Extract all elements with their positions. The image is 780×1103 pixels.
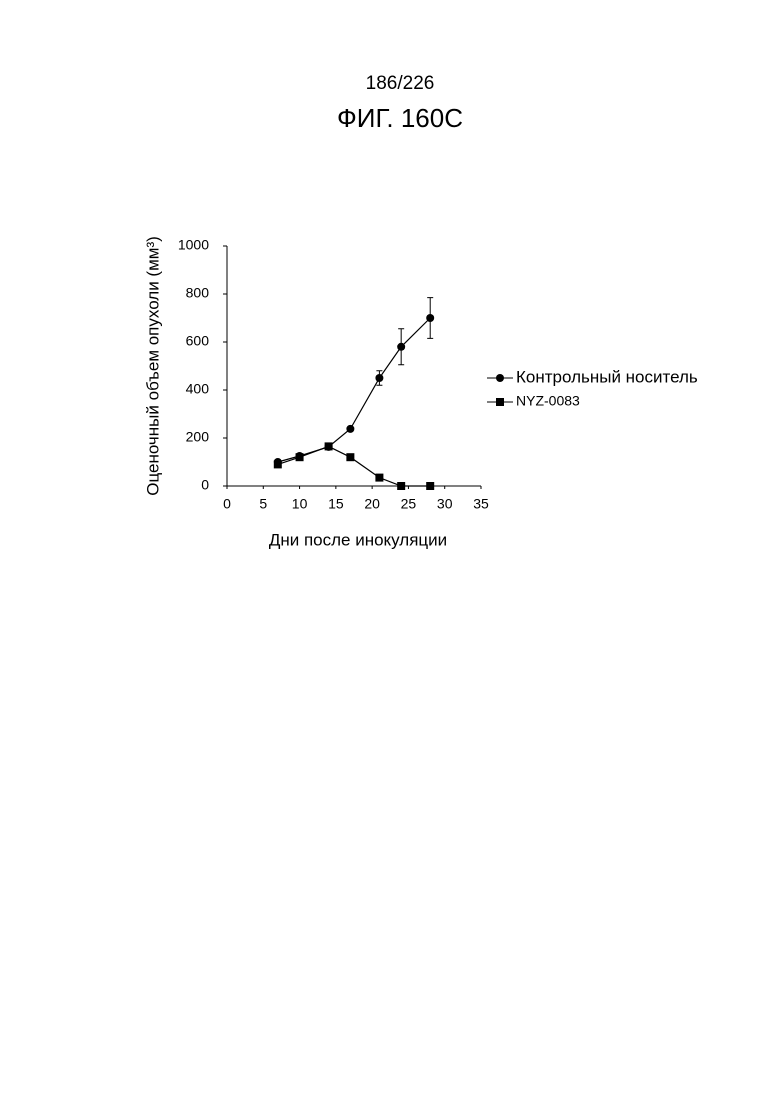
page-number: 186/226	[366, 73, 435, 94]
y-tick-label: 1000	[178, 237, 209, 253]
x-tick-label: 30	[437, 496, 453, 512]
series-line	[278, 318, 430, 462]
x-tick-label: 15	[328, 496, 344, 512]
marker	[496, 374, 504, 382]
legend-label: NYZ-0083	[516, 393, 580, 409]
marker	[375, 374, 383, 382]
x-tick-label: 5	[259, 496, 267, 512]
marker	[346, 453, 354, 461]
legend-label: Контрольный носитель	[516, 367, 698, 386]
y-axis-label: Оценочный объем опухоли (мм³)	[143, 236, 162, 496]
page-canvas: 186/226 ФИГ. 160С Дни после инокуляции О…	[0, 0, 780, 1103]
marker	[426, 314, 434, 322]
marker	[325, 442, 333, 450]
marker	[496, 398, 504, 406]
page: 186/226 ФИГ. 160С Дни после инокуляции О…	[0, 0, 780, 1103]
y-tick-label: 800	[186, 285, 210, 301]
marker	[296, 453, 304, 461]
y-tick-label: 600	[186, 333, 210, 349]
marker	[375, 474, 383, 482]
marker	[274, 460, 282, 468]
y-tick-label: 0	[201, 477, 209, 493]
x-tick-label: 20	[364, 496, 380, 512]
y-tick-label: 400	[186, 381, 210, 397]
marker	[397, 343, 405, 351]
marker	[397, 482, 405, 490]
x-tick-label: 10	[292, 496, 308, 512]
x-tick-label: 0	[223, 496, 231, 512]
x-tick-label: 35	[473, 496, 489, 512]
x-tick-label: 25	[401, 496, 417, 512]
x-axis-label: Дни после инокуляции	[269, 530, 447, 549]
marker	[346, 425, 354, 433]
marker	[426, 482, 434, 490]
y-tick-label: 200	[186, 429, 210, 445]
figure-title: ФИГ. 160С	[337, 103, 463, 133]
